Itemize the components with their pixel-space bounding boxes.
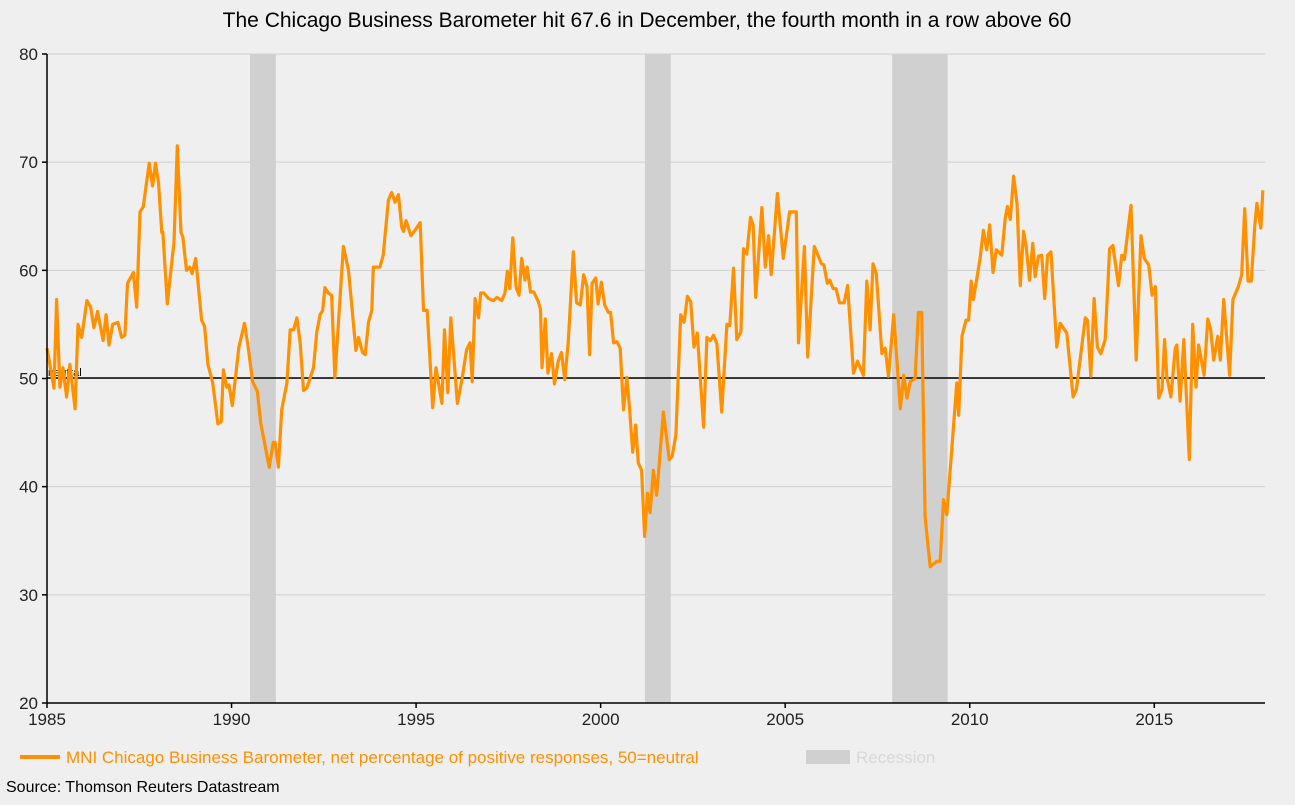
y-tick-label: 40 [19, 478, 38, 497]
y-tick-label: 30 [19, 586, 38, 605]
legend: MNI Chicago Business Barometer, net perc… [20, 748, 935, 767]
legend-swatch-recession [806, 750, 850, 764]
x-tick-label: 1990 [213, 710, 251, 729]
source-note: Source: Thomson Reuters Datastream [6, 779, 280, 796]
legend-label-recession: Recession [856, 748, 935, 767]
series-line-chicago-barometer [45, 144, 1265, 569]
y-tick-label: 50 [19, 370, 38, 389]
x-tick-label: 1985 [28, 710, 66, 729]
x-tick-label: 2010 [951, 710, 989, 729]
chart-title: The Chicago Business Barometer hit 67.6 … [223, 9, 1072, 32]
y-tick-label: 60 [19, 261, 38, 280]
legend-label-series: MNI Chicago Business Barometer, net perc… [66, 748, 699, 767]
y-axis: 20 30 40 50 60 70 80 [19, 45, 47, 713]
x-tick-label: 2015 [1135, 710, 1173, 729]
y-tick-label: 20 [19, 694, 38, 713]
x-tick-label: 2000 [582, 710, 620, 729]
x-tick-label: 2005 [766, 710, 804, 729]
x-axis: 1985 1990 1995 2000 2005 2010 2015 [28, 703, 1173, 729]
y-tick-label: 70 [19, 153, 38, 172]
y-tick-label: 80 [19, 45, 38, 64]
x-tick-label: 1995 [397, 710, 435, 729]
